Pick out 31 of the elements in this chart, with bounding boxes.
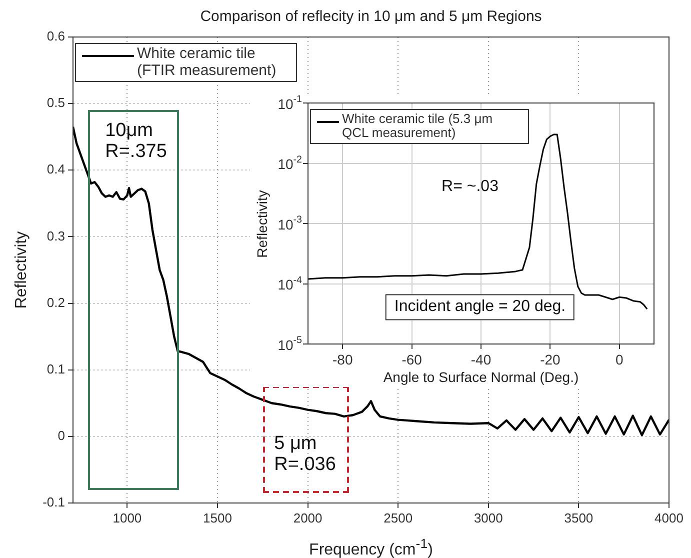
y-tick-label: 0.3 [46, 228, 65, 244]
y-tick-label: 0 [58, 428, 65, 444]
annotation: Incident angle = 20 deg. [385, 294, 575, 320]
y-axis-title: Reflectivity [13, 231, 31, 309]
x-axis-title: Angle to Surface Normal (Deg.) [383, 369, 579, 385]
legend-label: White ceramic tile (FTIR measurement) [137, 45, 278, 79]
x-tick-label: -80 [332, 351, 353, 368]
y-tick-label: -0.1 [42, 494, 65, 510]
x-tick-label: 3500 [564, 510, 594, 526]
y-tick-label: 0.5 [46, 95, 65, 110]
x-tick-label: 1000 [112, 510, 142, 526]
x-tick-label: 1500 [203, 510, 232, 526]
x-tick-label: 2500 [384, 510, 413, 526]
x-tick-label: -40 [470, 351, 492, 368]
annotation: 5 μm R=.036 [274, 433, 336, 476]
chart-title: Comparison of reflecity in 10 μm and 5 μm Regions [200, 8, 542, 25]
x-tick-label: 0 [616, 351, 624, 368]
y-tick-label: 0.6 [46, 28, 65, 44]
annotation: R= ~.03 [442, 178, 498, 196]
x-tick-label: 4000 [654, 510, 684, 526]
x-tick-label: -60 [402, 351, 422, 368]
x-tick-label: 2000 [293, 510, 322, 526]
y-tick-label: 0.1 [46, 361, 65, 376]
y-tick-label: 0.4 [46, 162, 65, 177]
x-axis-title: Frequency (cm$^{-1}$) [309, 536, 433, 558]
legend-label: White ceramic tile (5.3 μm QCL measurement) [342, 111, 494, 141]
y-tick-label: 0.2 [46, 294, 65, 310]
annotation: 10μm R=.375 [105, 120, 167, 163]
y-axis-title: Reflectivity [254, 190, 270, 258]
x-tick-label: 3000 [474, 510, 503, 526]
x-tick-label: -20 [540, 351, 561, 368]
